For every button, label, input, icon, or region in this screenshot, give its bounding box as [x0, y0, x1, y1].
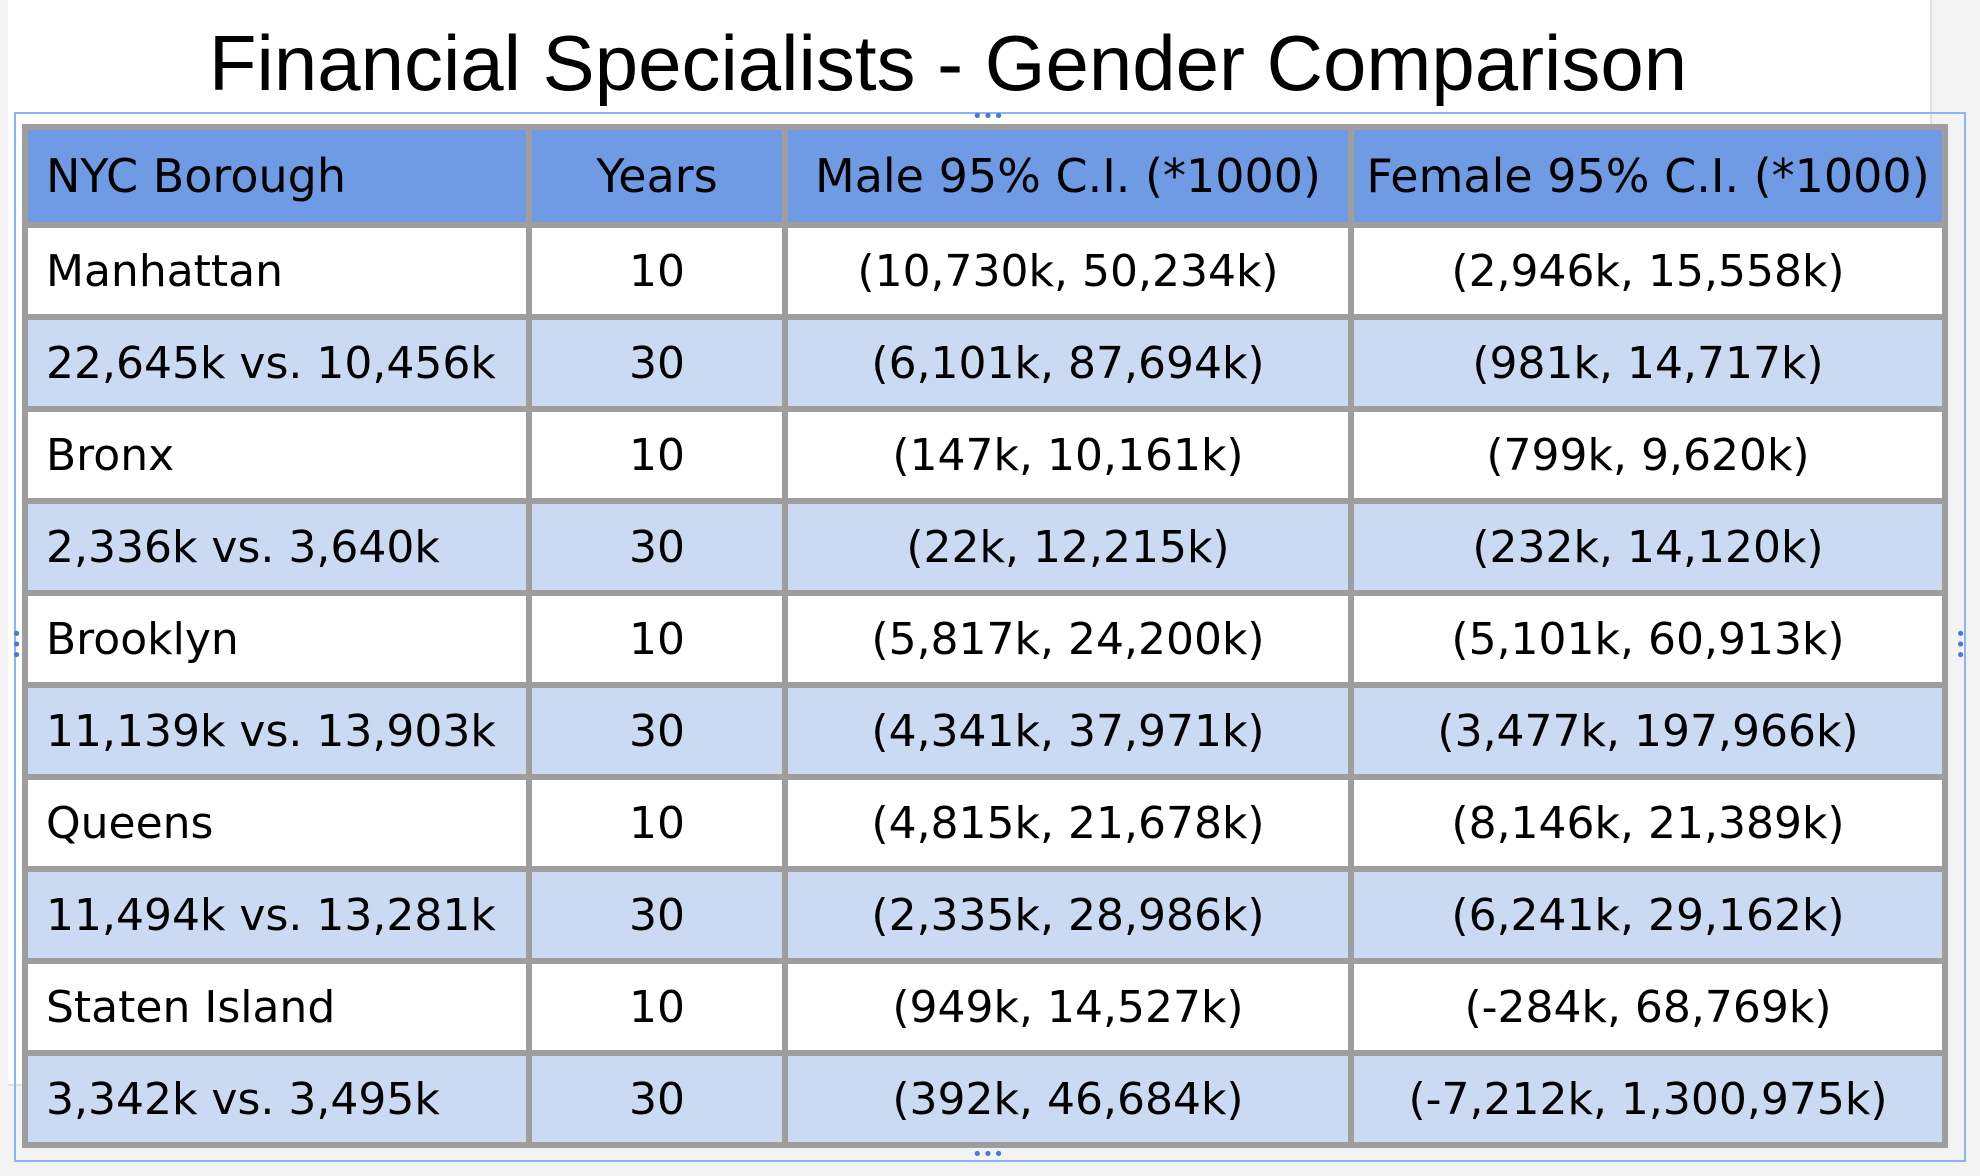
table-cell-male-ci[interactable]: (2,335k, 28,986k)	[782, 866, 1354, 964]
table-row: Manhattan 10 (10,730k, 50,234k) (2,946k,…	[22, 222, 1948, 320]
header-cell-borough[interactable]: NYC Borough	[22, 124, 532, 228]
table-cell-borough[interactable]: 22,645k vs. 10,456k	[22, 314, 532, 412]
table-cell-years[interactable]: 30	[526, 314, 788, 412]
table-cell-borough[interactable]: Bronx	[22, 406, 532, 504]
table-cell-male-ci[interactable]: (949k, 14,527k)	[782, 958, 1354, 1056]
table-cell-female-ci[interactable]: (981k, 14,717k)	[1348, 314, 1948, 412]
resize-handle-right[interactable]: •••	[1949, 628, 1970, 660]
table-cell-male-ci[interactable]: (5,817k, 24,200k)	[782, 590, 1354, 688]
table-row: Bronx 10 (147k, 10,161k) (799k, 9,620k)	[22, 406, 1948, 504]
data-table[interactable]: NYC Borough Years Male 95% C.I. (*1000) …	[22, 124, 1948, 1148]
table-row: 2,336k vs. 3,640k 30 (22k, 12,215k) (232…	[22, 498, 1948, 596]
table-cell-borough[interactable]: Queens	[22, 774, 532, 872]
table-cell-borough[interactable]: 2,336k vs. 3,640k	[22, 498, 532, 596]
table-cell-female-ci[interactable]: (2,946k, 15,558k)	[1348, 222, 1948, 320]
table-cell-male-ci[interactable]: (4,815k, 21,678k)	[782, 774, 1354, 872]
table-cell-borough[interactable]: 3,342k vs. 3,495k	[22, 1050, 532, 1148]
table-cell-female-ci[interactable]: (6,241k, 29,162k)	[1348, 866, 1948, 964]
table-cell-years[interactable]: 10	[526, 222, 788, 320]
table-row: Queens 10 (4,815k, 21,678k) (8,146k, 21,…	[22, 774, 1948, 872]
table-cell-male-ci[interactable]: (392k, 46,684k)	[782, 1050, 1354, 1148]
header-cell-years[interactable]: Years	[526, 124, 788, 228]
resize-handle-bottom[interactable]: •••	[972, 1144, 1004, 1165]
table-cell-female-ci[interactable]: (8,146k, 21,389k)	[1348, 774, 1948, 872]
table-cell-years[interactable]: 30	[526, 682, 788, 780]
table-cell-borough[interactable]: 11,139k vs. 13,903k	[22, 682, 532, 780]
table-header-row: NYC Borough Years Male 95% C.I. (*1000) …	[22, 124, 1948, 228]
table-cell-years[interactable]: 30	[526, 1050, 788, 1148]
table-selection-frame[interactable]	[14, 112, 1966, 1162]
table-cell-female-ci[interactable]: (799k, 9,620k)	[1348, 406, 1948, 504]
resize-handle-left[interactable]: •••	[5, 628, 26, 660]
table-cell-male-ci[interactable]: (10,730k, 50,234k)	[782, 222, 1354, 320]
table-cell-borough[interactable]: Manhattan	[22, 222, 532, 320]
table-cell-years[interactable]: 10	[526, 590, 788, 688]
table-row: Brooklyn 10 (5,817k, 24,200k) (5,101k, 6…	[22, 590, 1948, 688]
table-cell-years[interactable]: 10	[526, 406, 788, 504]
table-row: Staten Island 10 (949k, 14,527k) (-284k,…	[22, 958, 1948, 1056]
table-row: 22,645k vs. 10,456k 30 (6,101k, 87,694k)…	[22, 314, 1948, 412]
table-cell-female-ci[interactable]: (3,477k, 197,966k)	[1348, 682, 1948, 780]
table-cell-years[interactable]: 10	[526, 958, 788, 1056]
header-cell-male-ci[interactable]: Male 95% C.I. (*1000)	[782, 124, 1354, 228]
header-cell-female-ci[interactable]: Female 95% C.I. (*1000)	[1348, 124, 1948, 228]
table-row: 11,494k vs. 13,281k 30 (2,335k, 28,986k)…	[22, 866, 1948, 964]
table-cell-female-ci[interactable]: (-7,212k, 1,300,975k)	[1348, 1050, 1948, 1148]
table-cell-borough[interactable]: 11,494k vs. 13,281k	[22, 866, 532, 964]
table-cell-male-ci[interactable]: (6,101k, 87,694k)	[782, 314, 1354, 412]
table-cell-years[interactable]: 30	[526, 498, 788, 596]
slide-title[interactable]: Financial Specialists - Gender Compariso…	[208, 19, 1688, 107]
resize-handle-top[interactable]: •••	[972, 106, 1004, 127]
table-cell-years[interactable]: 30	[526, 866, 788, 964]
table-cell-male-ci[interactable]: (22k, 12,215k)	[782, 498, 1354, 596]
table-cell-years[interactable]: 10	[526, 774, 788, 872]
table-cell-borough[interactable]: Staten Island	[22, 958, 532, 1056]
table-cell-female-ci[interactable]: (232k, 14,120k)	[1348, 498, 1948, 596]
table-cell-male-ci[interactable]: (147k, 10,161k)	[782, 406, 1354, 504]
table-row: 3,342k vs. 3,495k 30 (392k, 46,684k) (-7…	[22, 1050, 1948, 1148]
table-row: 11,139k vs. 13,903k 30 (4,341k, 37,971k)…	[22, 682, 1948, 780]
table-cell-female-ci[interactable]: (-284k, 68,769k)	[1348, 958, 1948, 1056]
table-cell-male-ci[interactable]: (4,341k, 37,971k)	[782, 682, 1354, 780]
table-cell-female-ci[interactable]: (5,101k, 60,913k)	[1348, 590, 1948, 688]
table-cell-borough[interactable]: Brooklyn	[22, 590, 532, 688]
